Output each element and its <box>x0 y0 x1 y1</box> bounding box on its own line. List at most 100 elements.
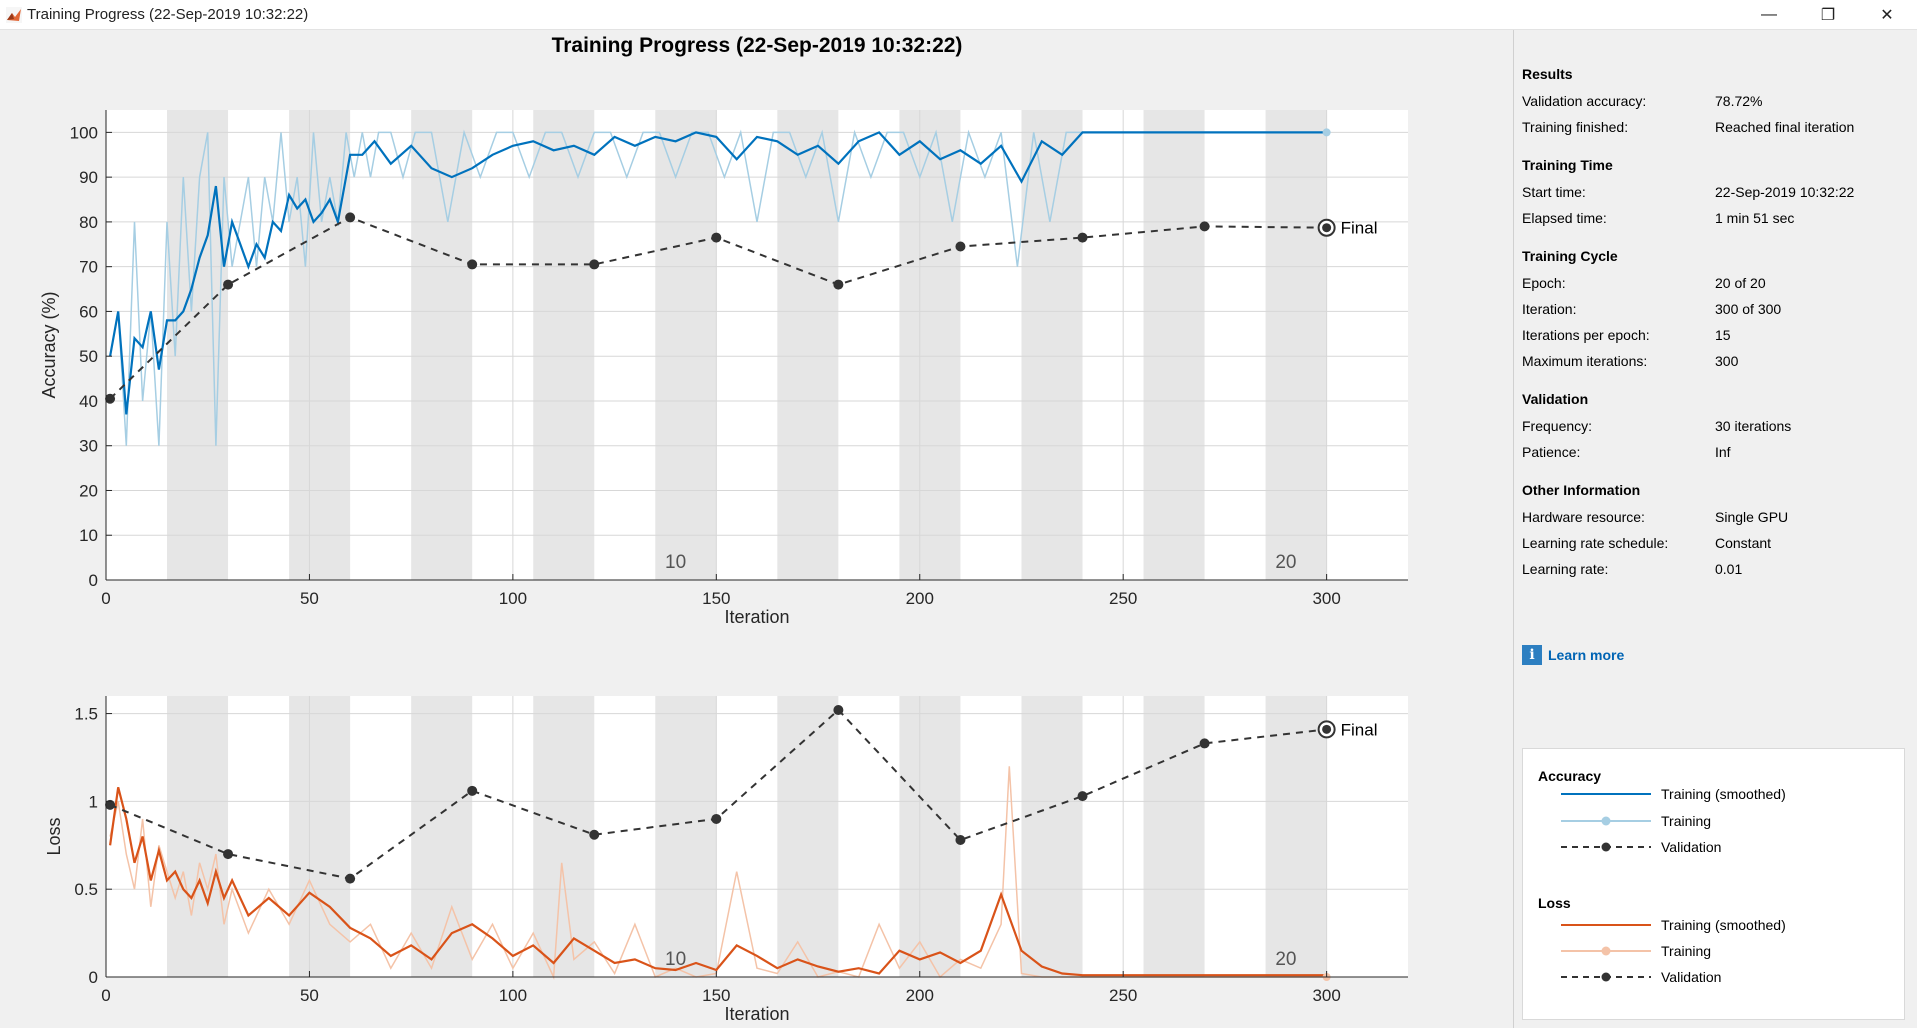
validation-point <box>833 279 844 290</box>
epoch-band <box>1143 696 1205 977</box>
minimize-button[interactable]: — <box>1761 6 1777 23</box>
y-tick-label: 90 <box>79 168 98 187</box>
maximum-iterations-value: 300 <box>1715 353 1739 369</box>
legend-accuracy-training-swatch <box>1561 816 1651 826</box>
other-information-title: Other Information <box>1522 482 1641 498</box>
validation-point <box>589 829 600 840</box>
iteration-value: 300 of 300 <box>1715 301 1782 317</box>
training-cycle-title: Training Cycle <box>1522 248 1618 264</box>
window-titlebar: Training Progress (22-Sep-2019 10:32:22)… <box>0 0 1917 30</box>
learning-rate-schedule-label: Learning rate schedule: <box>1522 535 1669 551</box>
y-tick-label: 0 <box>89 968 98 987</box>
epoch-band <box>1265 110 1327 580</box>
epoch-label: 10 <box>665 552 686 573</box>
x-axis-label: Iteration <box>724 1004 789 1024</box>
learning-rate-label: Learning rate: <box>1522 561 1609 577</box>
epoch-label: Epoch: <box>1522 275 1566 291</box>
epoch-label: 10 <box>665 949 686 970</box>
legend-loss-smoothed-swatch <box>1561 924 1651 926</box>
legend-accuracy-validation-label: Validation <box>1661 839 1722 855</box>
panel-divider <box>1513 30 1514 1028</box>
iterations-per-epoch-label: Iterations per epoch: <box>1522 327 1650 343</box>
matlab-app-icon <box>6 7 22 23</box>
legend-loss-training-swatch <box>1561 946 1651 956</box>
epoch-band <box>411 696 473 977</box>
validation-point <box>711 232 722 243</box>
validation-point <box>105 393 116 404</box>
epoch-band <box>533 696 595 977</box>
x-tick-label: 300 <box>1312 589 1340 608</box>
legend-accuracy-validation-swatch <box>1561 842 1651 852</box>
maximize-button[interactable]: ❐ <box>1820 7 1836 24</box>
start-time-value: 22-Sep-2019 10:32:22 <box>1715 184 1855 200</box>
info-icon: i <box>1522 645 1542 665</box>
x-tick-label: 50 <box>300 986 319 1005</box>
validation-title: Validation <box>1522 391 1589 407</box>
validation-point <box>589 259 600 270</box>
validation-point <box>711 813 722 824</box>
validation-final-dot <box>1322 724 1332 734</box>
validation-accuracy-value: 78.72% <box>1715 93 1763 109</box>
y-tick-label: 10 <box>79 526 98 545</box>
legend-accuracy-training-label: Training <box>1661 813 1712 829</box>
elapsed-time-value: 1 min 51 sec <box>1715 210 1795 226</box>
window-title: Training Progress (22-Sep-2019 10:32:22) <box>27 6 309 23</box>
frequency-label: Frequency: <box>1522 418 1593 434</box>
learning-rate-schedule-value: Constant <box>1715 535 1772 551</box>
info-panel: Results Validation accuracy: 78.72% Trai… <box>1513 30 1917 1028</box>
training-raw-line <box>109 766 1327 980</box>
legend-loss-validation-label: Validation <box>1661 969 1722 985</box>
validation-point <box>223 849 234 860</box>
epoch-band <box>289 110 351 580</box>
learn-more-label: Learn more <box>1548 647 1625 663</box>
legend-loss-smoothed-label: Training (smoothed) <box>1661 917 1786 933</box>
epoch-band <box>777 696 839 977</box>
maximum-iterations-label: Maximum iterations: <box>1522 353 1648 369</box>
validation-accuracy-label: Validation accuracy: <box>1522 93 1647 109</box>
x-tick-label: 0 <box>101 589 110 608</box>
loss-plot: 10 20 Final 0 0.5 1 1.5 0 50 100 150 200 250 300 Itera… <box>44 696 1408 1024</box>
x-tick-label: 100 <box>499 589 527 608</box>
training-smoothed-line <box>109 787 1327 977</box>
validation-point <box>955 835 966 846</box>
training-raw-line <box>109 129 1327 446</box>
y-tick-label: 40 <box>79 392 98 411</box>
validation-point <box>955 241 966 252</box>
training-finished-value: Reached final iteration <box>1715 119 1855 135</box>
legend-accuracy-smoothed-swatch <box>1561 793 1651 795</box>
legend-loss-validation-swatch <box>1561 972 1651 982</box>
epoch-band <box>899 696 961 977</box>
x-tick-label: 100 <box>499 986 527 1005</box>
hardware-resource-value: Single GPU <box>1715 509 1789 525</box>
validation-point <box>1077 791 1088 802</box>
validation-point <box>345 873 356 884</box>
epoch-band <box>1265 696 1327 977</box>
legend: Accuracy Training (smoothed) Training Va… <box>1522 748 1905 1020</box>
epoch-band <box>167 696 229 977</box>
y-axis-label: Accuracy (%) <box>39 291 59 398</box>
epoch-band <box>411 110 473 580</box>
validation-point <box>345 212 356 223</box>
validation-point <box>467 785 478 796</box>
learning-rate-value: 0.01 <box>1715 561 1743 577</box>
x-tick-label: 50 <box>300 589 319 608</box>
epoch-label: 20 <box>1275 552 1296 573</box>
x-tick-label: 250 <box>1109 986 1137 1005</box>
learn-more-link[interactable]: i Learn more <box>1522 645 1624 665</box>
epoch-label: 20 <box>1275 949 1296 970</box>
x-tick-label: 200 <box>906 986 934 1005</box>
training-progress-figure: Training Progress (22-Sep-2019 10:32:22)… <box>39 34 1408 1024</box>
epoch-band <box>655 110 717 580</box>
epoch-band <box>1143 110 1205 580</box>
epoch-band <box>899 110 961 580</box>
frequency-value: 30 iterations <box>1715 418 1792 434</box>
final-label: Final <box>1341 219 1378 238</box>
y-tick-label: 1 <box>89 792 98 811</box>
y-tick-label: 80 <box>79 213 98 232</box>
close-button[interactable]: ✕ <box>1880 7 1894 24</box>
training-finished-label: Training finished: <box>1522 119 1629 135</box>
y-tick-label: 50 <box>79 347 98 366</box>
epoch-band <box>655 696 717 977</box>
epoch-band <box>1021 696 1083 977</box>
legend-accuracy-title: Accuracy <box>1538 768 1602 784</box>
